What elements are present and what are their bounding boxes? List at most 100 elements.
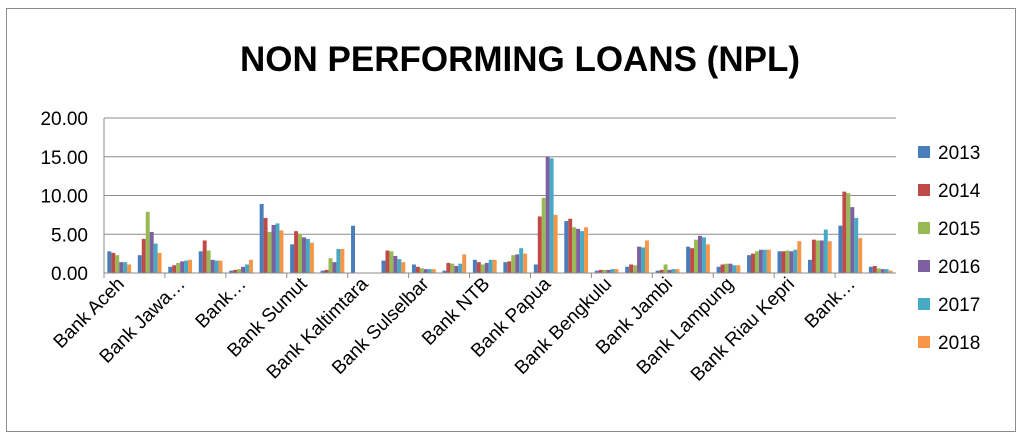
bar — [610, 269, 615, 273]
bar — [115, 255, 120, 273]
bar — [568, 218, 573, 273]
bar — [324, 269, 329, 273]
bar — [533, 264, 538, 273]
legend-swatch — [918, 260, 930, 272]
bar — [302, 237, 306, 273]
bar — [888, 270, 893, 273]
bar — [214, 260, 219, 273]
bar — [602, 269, 607, 273]
bar — [754, 251, 759, 273]
legend-label: 2014 — [938, 181, 981, 202]
bar — [332, 262, 337, 273]
bar — [854, 217, 859, 273]
x-tick-label: Bank… — [192, 274, 251, 333]
bar — [305, 238, 310, 273]
legend-label: 2017 — [938, 295, 980, 316]
bar — [858, 238, 863, 273]
bar — [807, 259, 812, 273]
bar — [442, 270, 447, 273]
bar — [298, 234, 302, 273]
bar — [694, 239, 698, 273]
legend-swatch — [918, 222, 930, 234]
legend-label: 2013 — [938, 143, 980, 164]
bar — [671, 269, 676, 273]
bar — [766, 249, 771, 273]
bar — [777, 251, 782, 273]
bar — [876, 268, 881, 273]
bar — [880, 269, 885, 273]
bar — [267, 231, 272, 273]
bar — [401, 262, 406, 273]
bar — [241, 266, 246, 273]
bar — [397, 259, 402, 273]
bar — [119, 262, 124, 273]
bar — [458, 263, 463, 273]
bar — [393, 255, 398, 273]
bar — [872, 266, 877, 273]
bar — [107, 251, 112, 273]
bar — [811, 239, 816, 273]
bar — [336, 248, 341, 273]
bar — [675, 269, 680, 273]
bar — [815, 240, 820, 273]
bar — [351, 225, 356, 273]
bar — [720, 264, 725, 273]
bar — [633, 265, 638, 273]
bar — [431, 269, 436, 273]
bar — [511, 255, 516, 273]
bar — [519, 248, 524, 273]
bar — [751, 253, 755, 273]
bar — [309, 242, 314, 273]
bar — [472, 259, 477, 273]
bar — [553, 214, 558, 273]
bar — [781, 251, 786, 273]
bar — [789, 251, 794, 273]
bar — [659, 269, 664, 273]
bar — [427, 269, 432, 273]
gridlines — [104, 117, 896, 235]
bar — [123, 262, 128, 273]
bar — [137, 255, 142, 273]
bar — [423, 269, 428, 273]
bar — [644, 240, 649, 273]
bar — [758, 249, 763, 273]
legend: 2013 2014 2015 2016 2017 2018 — [918, 143, 981, 354]
bar — [328, 258, 333, 273]
bar — [850, 207, 855, 273]
bar — [732, 265, 737, 273]
bar — [580, 231, 585, 273]
bars — [107, 156, 893, 273]
bar — [564, 221, 569, 273]
bar — [736, 265, 741, 273]
bar — [419, 268, 424, 273]
y-tick-label: 0.00 — [51, 264, 88, 285]
bar — [663, 264, 668, 273]
bar — [705, 244, 710, 273]
bar — [762, 249, 767, 273]
bar — [594, 270, 599, 273]
bar — [625, 266, 630, 273]
bar — [149, 231, 154, 273]
bar — [415, 266, 420, 273]
bar — [797, 241, 802, 273]
bar — [446, 262, 451, 273]
bar — [168, 266, 173, 273]
bar — [827, 241, 832, 273]
bar — [606, 269, 611, 273]
legend-label: 2018 — [938, 333, 980, 354]
bar — [385, 250, 390, 273]
y-tick-label: 15.00 — [40, 148, 88, 169]
bar — [180, 261, 185, 273]
bar — [275, 223, 280, 273]
y-tick-label: 20.00 — [40, 109, 88, 130]
bar — [637, 246, 642, 273]
bar — [537, 216, 542, 273]
bar — [868, 266, 873, 273]
bar — [290, 244, 295, 273]
bar — [259, 204, 264, 273]
bar — [172, 265, 177, 273]
bar — [838, 225, 843, 273]
bar — [545, 156, 550, 273]
y-tick-label: 5.00 — [51, 225, 88, 246]
